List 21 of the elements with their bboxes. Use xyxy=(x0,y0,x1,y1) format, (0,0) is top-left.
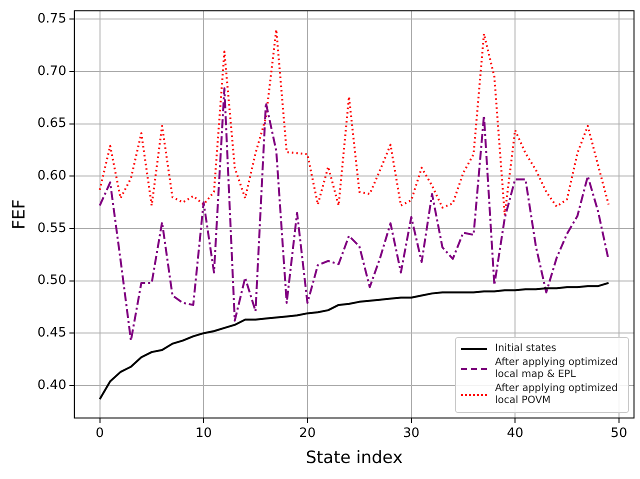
x-tick-label: 0 xyxy=(96,426,104,442)
y-tick-label: 0.70 xyxy=(37,64,66,79)
x-axis-title: State index xyxy=(306,448,403,468)
y-tick-label: 0.40 xyxy=(37,378,66,393)
legend-label: Initial states xyxy=(495,343,558,355)
x-tick-label: 50 xyxy=(610,426,628,442)
x-tick-label: 30 xyxy=(403,426,420,442)
y-tick-label: 0.75 xyxy=(37,12,66,27)
y-tick-label: 0.65 xyxy=(37,116,66,132)
x-tick-label: 10 xyxy=(195,426,212,442)
y-axis-title: FEF xyxy=(10,199,30,230)
line-series xyxy=(98,28,610,216)
x-tick-label: 40 xyxy=(506,426,524,442)
y-tick-label: 0.60 xyxy=(37,168,66,184)
x-tick-label: 20 xyxy=(299,426,316,442)
y-tick-label: 0.55 xyxy=(37,220,66,236)
y-tick-label: 0.45 xyxy=(37,326,66,341)
legend-label: After applying optimized local map & EPL xyxy=(495,357,619,381)
legend-label: After applying optimized local POVM xyxy=(495,383,619,407)
line-series xyxy=(98,87,610,342)
y-tick-label: 0.50 xyxy=(37,273,66,288)
